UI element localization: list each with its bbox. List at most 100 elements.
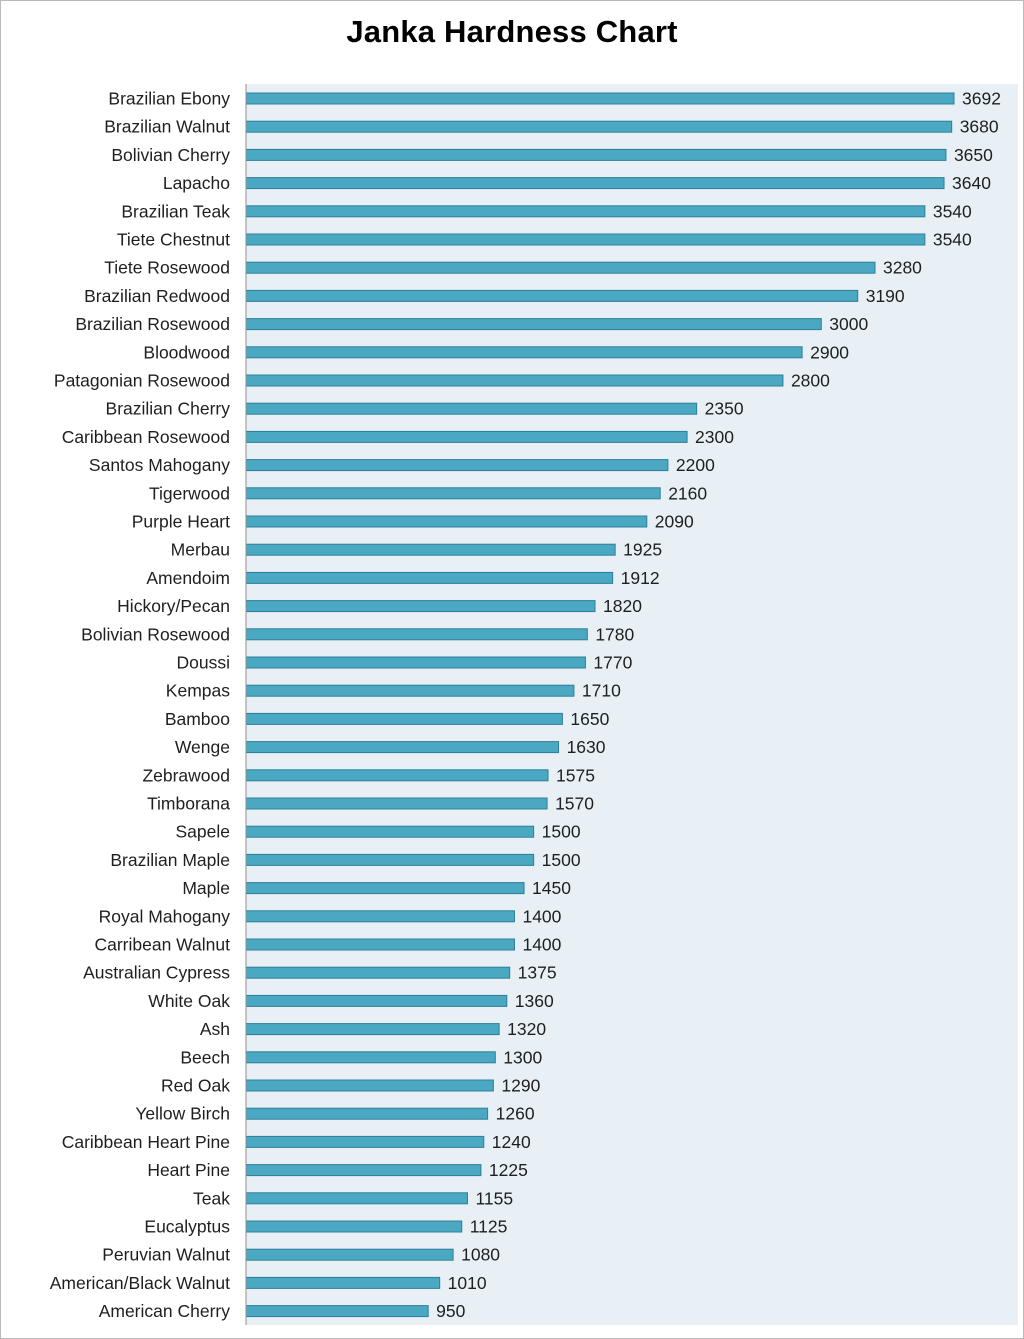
- bar: [245, 882, 525, 895]
- value-label: 1240: [492, 1132, 531, 1152]
- value-label: 1570: [555, 794, 594, 814]
- value-label: 2200: [676, 455, 715, 475]
- category-label: Brazilian Rosewood: [75, 314, 230, 334]
- value-label: 1925: [623, 540, 662, 560]
- category-label: Zebrawood: [142, 765, 230, 785]
- bar: [245, 318, 822, 331]
- category-label: Yellow Birch: [135, 1104, 230, 1124]
- value-label: 1770: [593, 653, 632, 673]
- value-label: 1225: [489, 1160, 528, 1180]
- bar: [245, 1220, 463, 1233]
- value-label: 3540: [933, 230, 972, 250]
- value-label: 2160: [668, 483, 707, 503]
- category-label: Bamboo: [165, 709, 230, 729]
- bar: [245, 1107, 489, 1120]
- value-label: 1375: [518, 963, 557, 983]
- bar: [245, 289, 859, 302]
- category-label: Brazilian Maple: [110, 850, 230, 870]
- value-label: 3640: [952, 173, 991, 193]
- category-label: Patagonian Rosewood: [54, 371, 230, 391]
- bar: [245, 994, 508, 1007]
- value-label: 1912: [621, 568, 660, 588]
- category-label: Brazilian Redwood: [84, 286, 230, 306]
- bar: [245, 853, 535, 866]
- bar: [245, 1276, 441, 1289]
- value-label: 1400: [522, 935, 561, 955]
- value-label: 1575: [556, 765, 595, 785]
- category-label: Beech: [180, 1047, 230, 1067]
- bar: [245, 1192, 468, 1205]
- category-label: Australian Cypress: [83, 963, 230, 983]
- category-label: Carribean Walnut: [94, 935, 230, 955]
- bar: [245, 1135, 485, 1148]
- bar: [245, 177, 945, 190]
- bar: [245, 910, 515, 923]
- bar: [245, 656, 586, 669]
- value-label: 3650: [954, 145, 993, 165]
- bar: [245, 515, 648, 528]
- category-label: Lapacho: [163, 173, 230, 193]
- value-label: 2800: [791, 371, 830, 391]
- category-label: Peruvian Walnut: [102, 1245, 230, 1265]
- bar: [245, 459, 669, 472]
- value-label: 1780: [595, 624, 634, 644]
- bar: [245, 684, 575, 697]
- category-label: American Cherry: [99, 1301, 231, 1321]
- category-label: Teak: [193, 1188, 230, 1208]
- category-label: Bolivian Cherry: [111, 145, 230, 165]
- bar: [245, 600, 596, 613]
- bar: [245, 628, 588, 641]
- category-label: Maple: [182, 878, 230, 898]
- bar: [245, 741, 560, 754]
- value-label: 1500: [542, 850, 581, 870]
- category-label: Tigerwood: [149, 483, 230, 503]
- bar: [245, 402, 698, 415]
- category-label: Eucalyptus: [144, 1217, 230, 1237]
- bar: [245, 120, 953, 133]
- bar: [245, 797, 548, 810]
- category-label: Ash: [200, 1019, 230, 1039]
- bar: [245, 543, 616, 556]
- category-label: White Oak: [148, 991, 230, 1011]
- bar: [245, 938, 515, 951]
- bar: [245, 1305, 429, 1318]
- value-label: 1360: [515, 991, 554, 1011]
- category-label: Merbau: [171, 540, 230, 560]
- category-label: Tiete Rosewood: [104, 258, 230, 278]
- category-label: Bolivian Rosewood: [81, 624, 230, 644]
- bar: [245, 769, 549, 782]
- category-label: Caribbean Heart Pine: [62, 1132, 230, 1152]
- bar: [245, 1023, 500, 1036]
- bar: [245, 233, 926, 246]
- bar: [245, 1051, 496, 1064]
- category-label: American/Black Walnut: [50, 1273, 230, 1293]
- bar: [245, 374, 784, 387]
- bar: [245, 1164, 482, 1177]
- value-label: 1300: [503, 1047, 542, 1067]
- value-label: 1650: [570, 709, 609, 729]
- category-label: Brazilian Teak: [121, 201, 230, 221]
- value-label: 950: [436, 1301, 465, 1321]
- value-label: 3000: [829, 314, 868, 334]
- bar: [245, 487, 661, 500]
- bar: [245, 712, 563, 725]
- category-label: Red Oak: [161, 1076, 230, 1096]
- category-label: Brazilian Walnut: [104, 117, 230, 137]
- category-label: Hickory/Pecan: [117, 596, 230, 616]
- value-label: 1630: [567, 737, 606, 757]
- value-label: 1155: [475, 1188, 513, 1208]
- category-label: Caribbean Rosewood: [62, 427, 230, 447]
- bar: [245, 571, 614, 584]
- value-label: 3680: [960, 117, 999, 137]
- value-label: 1010: [448, 1273, 487, 1293]
- chart-title: Janka Hardness Chart: [346, 14, 678, 49]
- bar: [245, 430, 688, 443]
- category-label: Kempas: [166, 681, 230, 701]
- category-label: Heart Pine: [147, 1160, 230, 1180]
- value-label: 3190: [866, 286, 905, 306]
- category-label: Santos Mahogany: [89, 455, 230, 475]
- category-label: Doussi: [177, 653, 231, 673]
- value-label: 2090: [655, 512, 694, 532]
- bar: [245, 1079, 494, 1092]
